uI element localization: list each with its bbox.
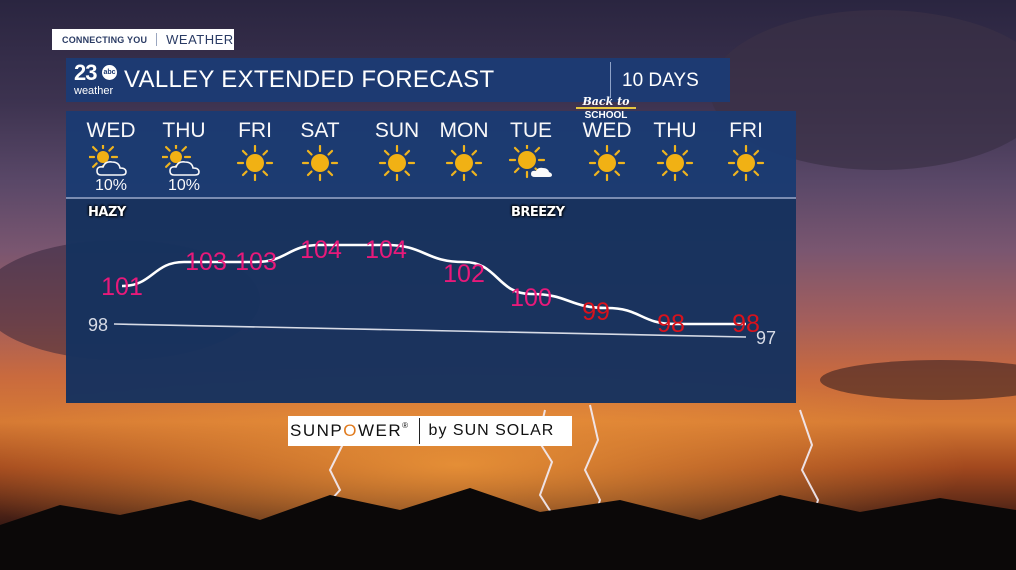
brand-part-a: SUNP (290, 421, 344, 440)
sponsor-divider (418, 418, 420, 444)
high-temperature-label: 99 (582, 298, 610, 326)
sun-icon (656, 145, 694, 181)
normal-end-label: 97 (756, 328, 776, 348)
high-temperature-label: 101 (101, 273, 143, 301)
mostly-sunny-icon (509, 145, 552, 179)
day-label: WED (86, 119, 136, 142)
sponsor-banner: SUNPOWER® by SUN SOLAR (288, 416, 572, 446)
high-temperature-label: 100 (510, 284, 552, 312)
partly-cloudy-icon (89, 145, 127, 176)
precip-chance: 10% (167, 177, 201, 194)
day-label: SUN (374, 119, 420, 142)
high-temperature-label: 103 (185, 248, 227, 276)
sun-icon (236, 145, 274, 181)
connecting-you-tag: CONNECTING YOU WEATHER (52, 29, 234, 50)
breezy-note: BREEZY (511, 205, 565, 220)
high-temperature-label: 103 (235, 248, 277, 276)
day-label: MON (439, 119, 489, 142)
tag-divider (156, 33, 158, 46)
day-label: FRI (238, 119, 272, 142)
high-temperature-label: 104 (365, 236, 407, 264)
normal-temperature-line (113, 323, 747, 338)
sponsor-partner: by SUN SOLAR (428, 422, 555, 439)
logo-number: 23 (74, 60, 98, 85)
hazy-note: HAZY (88, 205, 126, 220)
precip-chance: 10% (94, 177, 128, 194)
days-row: WED 10% THU 10% FRI SAT SUN MON TUE WED THU FRI (66, 111, 796, 199)
day-label: SAT (300, 119, 340, 142)
day-label: THU (162, 119, 206, 142)
station-logo: 23 abc weather (72, 60, 124, 100)
sun-icon (301, 145, 339, 181)
normal-start-label: 98 (88, 315, 108, 335)
sun-icon (378, 145, 416, 181)
logo-word: weather (74, 85, 114, 97)
day-label: WED (582, 119, 632, 142)
sun-icon (588, 145, 626, 181)
day-label: TUE (510, 119, 552, 142)
badge-line1: Back to (582, 95, 630, 108)
header-divider (610, 62, 611, 98)
brand-part-o: O (343, 421, 358, 440)
badge-line2: SCHOOL (576, 107, 636, 121)
sun-icon (727, 145, 765, 181)
day-label: THU (653, 119, 697, 142)
forecast-header: 23 abc weather VALLEY EXTENDED FORECAST … (66, 58, 730, 102)
tag-left-text: CONNECTING YOU (62, 34, 148, 45)
high-temperature-label: 98 (732, 310, 760, 338)
forecast-panel: WED 10% THU 10% FRI SAT SUN MON TUE WED THU FRI (66, 111, 796, 403)
partly-cloudy-icon (162, 145, 200, 176)
tag-right-text: WEATHER (166, 32, 234, 47)
brand-registered-mark: ® (402, 421, 410, 430)
back-to-school-badge: Back to SCHOOL (576, 96, 636, 124)
high-temperature-label: 102 (443, 260, 485, 288)
sponsor-brand: SUNPOWER® (288, 421, 410, 441)
forecast-range: 10 DAYS (622, 70, 699, 91)
page-title: VALLEY EXTENDED FORECAST (124, 66, 495, 93)
high-temperature-label: 98 (657, 310, 685, 338)
day-label: FRI (729, 119, 763, 142)
sun-icon (445, 145, 483, 181)
logo-network: abc (102, 65, 117, 80)
high-temperature-label: 104 (300, 236, 342, 264)
high-temperature-trend-line (121, 243, 746, 326)
brand-part-b: WER (357, 421, 403, 440)
